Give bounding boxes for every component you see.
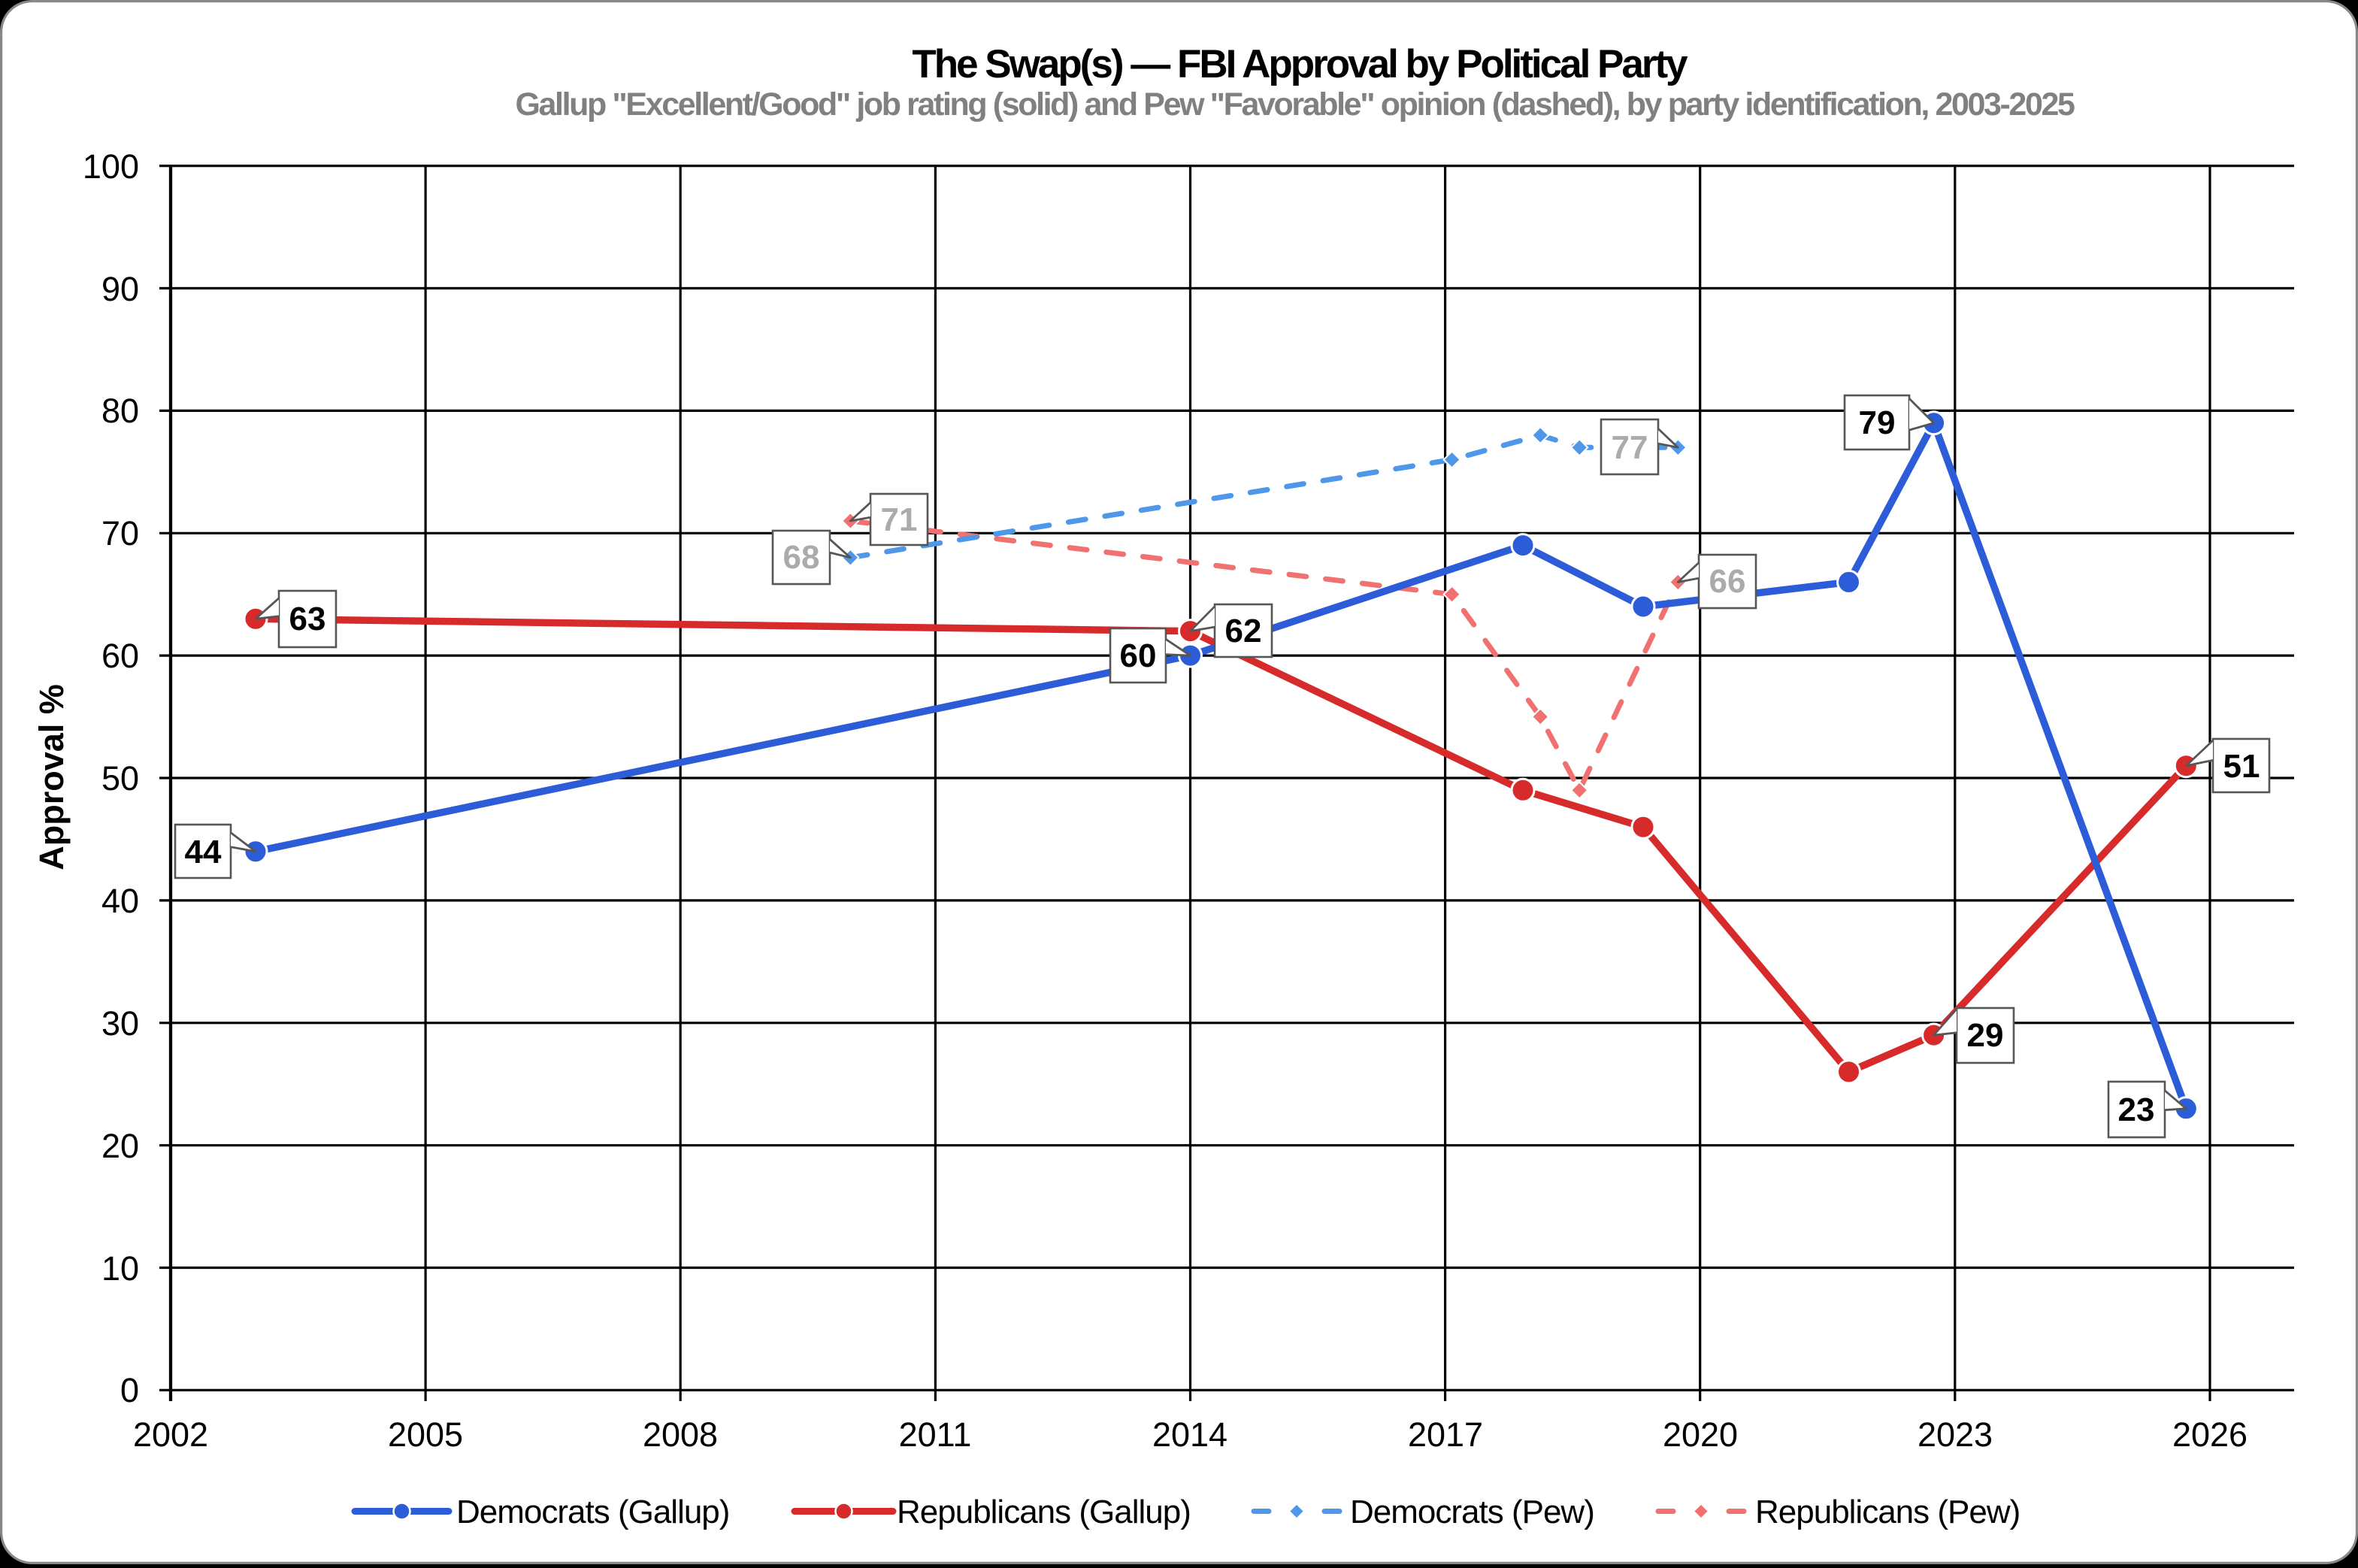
svg-text:90: 90 [101, 270, 139, 308]
svg-text:2005: 2005 [388, 1415, 463, 1454]
svg-text:44: 44 [185, 834, 222, 870]
svg-text:50: 50 [101, 759, 139, 798]
svg-text:30: 30 [101, 1004, 139, 1043]
svg-text:63: 63 [289, 601, 326, 637]
svg-text:20: 20 [101, 1127, 139, 1165]
svg-text:70: 70 [101, 514, 139, 552]
svg-text:Approval %: Approval % [32, 684, 71, 870]
svg-text:2026: 2026 [2172, 1415, 2248, 1454]
svg-text:2023: 2023 [1918, 1415, 1993, 1454]
svg-text:Democrats (Gallup): Democrats (Gallup) [456, 1494, 729, 1530]
svg-text:0: 0 [120, 1371, 139, 1409]
svg-text:60: 60 [1120, 637, 1157, 674]
svg-text:60: 60 [101, 637, 139, 675]
svg-text:2014: 2014 [1152, 1415, 1227, 1454]
svg-text:Republicans (Pew): Republicans (Pew) [1755, 1494, 2020, 1530]
svg-text:Gallup "Excellent/Good" job ra: Gallup "Excellent/Good" job rating (soli… [515, 86, 2074, 123]
svg-text:Democrats (Pew): Democrats (Pew) [1350, 1494, 1594, 1530]
svg-text:2011: 2011 [899, 1415, 972, 1454]
svg-text:23: 23 [2118, 1091, 2155, 1128]
svg-text:100: 100 [83, 147, 139, 186]
svg-text:77: 77 [1612, 429, 1648, 466]
svg-text:80: 80 [101, 392, 139, 430]
svg-text:68: 68 [783, 539, 820, 576]
svg-text:2008: 2008 [643, 1415, 718, 1454]
svg-text:The Swap(s) — FBI Approval by: The Swap(s) — FBI Approval by Political … [912, 42, 1688, 86]
svg-text:71: 71 [881, 501, 918, 538]
svg-text:2020: 2020 [1663, 1415, 1738, 1454]
svg-text:Republicans (Gallup): Republicans (Gallup) [897, 1494, 1191, 1530]
svg-text:79: 79 [1859, 404, 1896, 441]
svg-text:66: 66 [1709, 563, 1746, 600]
svg-text:40: 40 [101, 882, 139, 920]
svg-text:2017: 2017 [1408, 1415, 1483, 1454]
svg-text:2002: 2002 [133, 1415, 208, 1454]
svg-text:51: 51 [2223, 748, 2260, 785]
svg-text:10: 10 [101, 1249, 139, 1288]
svg-text:62: 62 [1225, 613, 1262, 649]
svg-text:29: 29 [1967, 1017, 2004, 1054]
